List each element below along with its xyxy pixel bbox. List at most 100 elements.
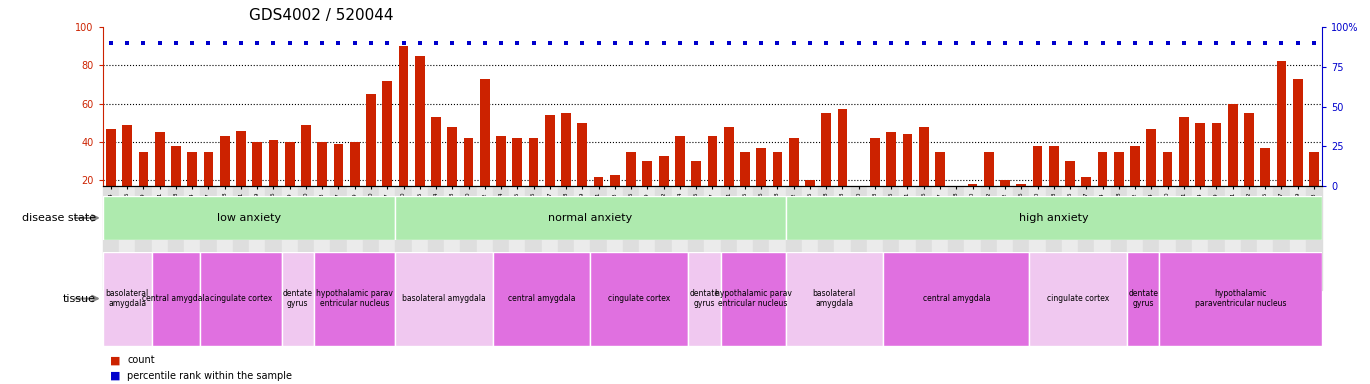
Bar [610,175,619,219]
Bar [479,79,489,219]
Bar [785,196,1322,240]
Bar [806,180,815,219]
Text: basolateral
amygdala: basolateral amygdala [105,289,149,308]
Bar [740,152,749,219]
Bar [200,252,282,346]
Text: cingulate cortex: cingulate cortex [608,294,670,303]
Bar [1159,186,1175,290]
Text: dentate
gyrus: dentate gyrus [282,289,312,308]
Text: basolateral amygdala: basolateral amygdala [403,294,486,303]
Bar [1159,252,1322,346]
Bar [1111,186,1128,290]
Bar [396,186,411,290]
Bar [643,161,652,219]
Bar [269,140,278,219]
Bar [204,152,214,219]
Bar [671,186,688,290]
Bar [138,152,148,219]
Bar [122,125,132,219]
Bar [526,186,541,290]
Bar [834,186,851,290]
Bar [460,186,477,290]
Bar [1180,117,1189,219]
Bar [936,152,945,219]
Bar [1014,186,1029,290]
Bar [1244,113,1254,219]
Bar [590,252,688,346]
Bar [915,186,932,290]
Bar [152,186,167,290]
Bar [233,186,249,290]
Bar [1208,186,1225,290]
Bar [1225,186,1241,290]
Bar [301,125,311,219]
Bar [884,186,899,290]
Bar [822,113,832,219]
Bar [415,56,425,219]
Text: disease state: disease state [22,213,96,223]
Bar [512,138,522,219]
Bar [692,161,701,219]
Bar [314,252,396,346]
Bar [366,94,375,219]
Text: low anxiety: low anxiety [216,213,281,223]
Bar [558,186,574,290]
Text: hypothalamic parav
entricular nucleus: hypothalamic parav entricular nucleus [715,289,792,308]
Bar [1114,152,1123,219]
Bar [997,186,1014,290]
Bar [785,252,884,346]
Bar [1045,186,1062,290]
Bar [884,252,1029,346]
Text: normal anxiety: normal anxiety [548,213,633,223]
Bar [590,186,607,290]
Bar [347,186,363,290]
Text: count: count [127,355,155,365]
Bar [155,132,164,219]
Text: ■: ■ [110,371,121,381]
Bar [626,152,636,219]
Bar [1130,146,1140,219]
Bar [754,186,770,290]
Bar [314,186,330,290]
Bar [510,186,526,290]
Bar [1000,180,1010,219]
Bar [1066,161,1075,219]
Bar [1306,186,1322,290]
Bar [152,252,200,346]
Bar [967,184,977,219]
Bar [1078,186,1095,290]
Bar [1062,186,1078,290]
Bar [399,46,408,219]
Bar [1192,186,1208,290]
Bar [707,136,718,219]
Bar [623,186,640,290]
Bar [1289,186,1306,290]
Bar [219,136,230,219]
Text: tissue: tissue [63,293,96,304]
Bar [785,186,801,290]
Bar [789,138,799,219]
Bar [1163,152,1173,219]
Bar [266,186,282,290]
Text: central amygdala: central amygdala [508,294,575,303]
Bar [444,186,460,290]
Bar [1277,61,1286,219]
Bar [1273,186,1289,290]
Text: cingulate cortex: cingulate cortex [1047,294,1110,303]
Bar [737,186,754,290]
Bar [1081,177,1091,219]
Bar [1260,148,1270,219]
Bar [574,186,590,290]
Bar [529,138,538,219]
Bar [216,186,233,290]
Text: central amygdala: central amygdala [142,294,210,303]
Bar [640,186,655,290]
Text: central amygdala: central amygdala [922,294,991,303]
Bar [886,132,896,219]
Bar [411,186,427,290]
Bar [655,186,671,290]
Bar [770,186,785,290]
Bar [1143,186,1159,290]
Bar [704,186,721,290]
Bar [593,177,603,219]
